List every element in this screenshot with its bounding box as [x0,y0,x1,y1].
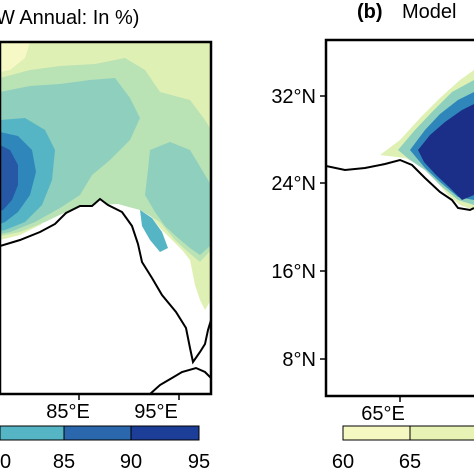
panel-a-title: W Annual: In %) [0,7,139,29]
panel-b-ytick-0: 32°N [271,86,316,108]
sea-area-a [0,200,211,394]
panel-b-yaxis: 32°N 24°N 16°N 8°N [271,86,326,371]
panel-a-xtick-0: 85°E [46,401,90,423]
region-c60 [0,42,30,72]
coastline-b [326,158,474,212]
coastline-a-south [149,366,211,394]
panel-a-colorbar: 80 85 90 95 [0,425,210,473]
panel-b-ytick-2: 16°N [271,261,316,283]
region-c90 [0,145,18,211]
panel-b-title: Model [402,1,456,23]
panel-a-xaxis: 85°E 95°E [46,394,180,423]
region-c75-east [145,142,211,255]
panel-b: (b) Model 32°N 24°N 16°N 8°N [271,1,474,473]
panel-b-cbar-tick-0: 60 [332,451,354,473]
panel-b-colorbar: 60 65 [332,425,474,473]
panel-a-frame [0,40,213,396]
panel-b-label: (b) [357,1,383,23]
panel-a-cbar-tick-2: 90 [120,451,142,473]
panel-b-xaxis: 65°E [361,396,405,425]
panel-a-xtick-1: 95°E [134,401,178,423]
panel-b-ytick-3: 8°N [282,349,316,371]
panel-b-map [326,40,474,396]
panel-a-map [0,42,211,394]
panel-a: W Annual: In %) [0,7,213,473]
model-region-c95 [418,104,474,200]
region-c80-east [140,210,168,252]
panel-b-frame [324,38,474,398]
panel-a-cbar-tick-3: 95 [188,451,210,473]
panel-b-xtick-0: 65°E [361,403,405,425]
panel-b-ytick-1: 24°N [271,173,316,195]
panel-b-cbar-tick-1: 65 [399,451,421,473]
panel-a-cbar-tick-1: 85 [53,451,75,473]
coastline-a [0,197,211,365]
panel-a-cbar-tick-0: 80 [0,451,11,473]
